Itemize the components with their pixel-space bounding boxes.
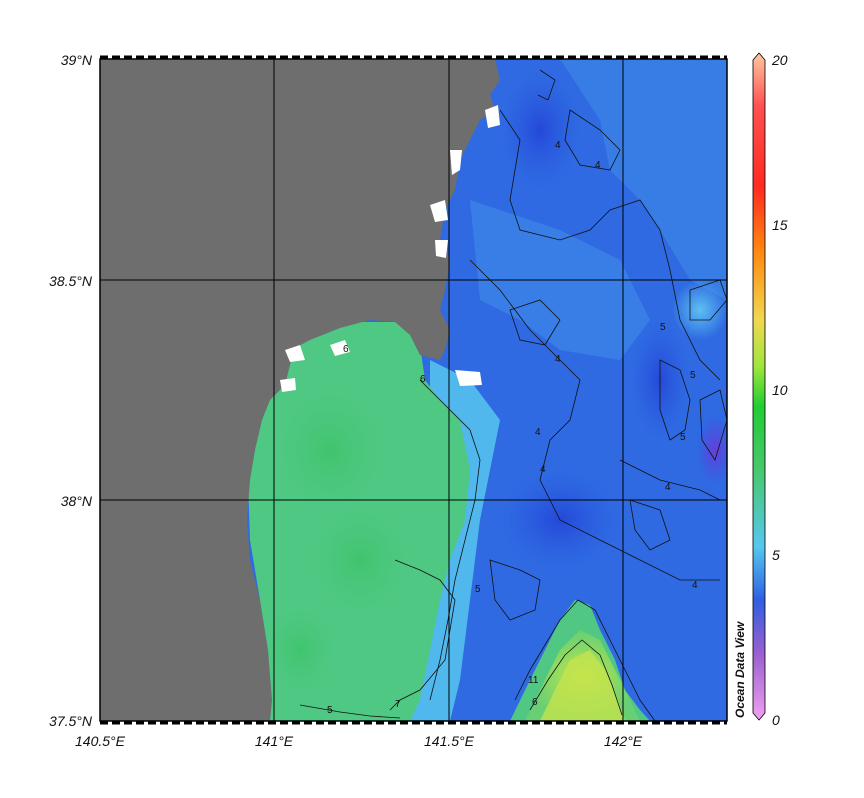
grid-lines xyxy=(100,59,727,721)
contour-labels: 4 4 4 4 4 4 4 5 5 5 5 6 6 6 7 11 5 xyxy=(327,140,698,716)
contour-label: 6 xyxy=(343,344,349,355)
colorbar-gradient xyxy=(752,52,766,721)
lat-label-37-5: 37.5°N xyxy=(49,713,93,729)
contour-label: 4 xyxy=(535,427,541,438)
contour-label: 4 xyxy=(555,140,561,151)
contour-label: 5 xyxy=(327,705,333,716)
lat-label-38-5: 38.5°N xyxy=(49,273,93,289)
contour-label: 4 xyxy=(555,354,561,365)
colorbar-tick-15: 15 xyxy=(772,217,788,233)
colorbar: 20 15 10 5 0 Ocean Data View xyxy=(733,52,788,728)
contour-label: 11 xyxy=(528,675,539,686)
contour-label: 4 xyxy=(665,482,671,493)
frame-ticks xyxy=(100,55,727,725)
contour-label: 4 xyxy=(692,580,698,591)
contour-label: 4 xyxy=(540,464,546,475)
contour-label: 5 xyxy=(475,584,481,595)
contour-label: 7 xyxy=(395,699,401,710)
contour-label: 4 xyxy=(595,160,601,171)
lon-label-141: 141°E xyxy=(255,733,294,749)
lat-label-38: 38°N xyxy=(61,493,93,509)
colorbar-tick-0: 0 xyxy=(772,712,780,728)
contour-label: 5 xyxy=(680,432,686,443)
contour-label: 6 xyxy=(532,697,538,708)
lon-label-140-5: 140.5°E xyxy=(75,733,126,749)
colorbar-tick-20: 20 xyxy=(771,52,788,68)
contour-label: 5 xyxy=(660,322,666,333)
lon-label-142: 142°E xyxy=(604,733,643,749)
land-mass xyxy=(100,59,500,721)
lat-label-39: 39°N xyxy=(61,52,93,68)
lon-label-141-5: 141.5°E xyxy=(424,733,475,749)
map-plot-area: 4 4 4 4 4 4 4 5 5 5 5 6 6 6 7 11 5 xyxy=(100,59,727,721)
map-frame xyxy=(99,58,728,722)
ocean-data-view-watermark: Ocean Data View xyxy=(733,621,747,718)
contour-label: 5 xyxy=(690,370,696,381)
contour-label: 6 xyxy=(420,374,426,385)
contour-lines xyxy=(299,69,727,721)
colorbar-tick-5: 5 xyxy=(772,547,780,563)
colorbar-tick-10: 10 xyxy=(772,382,788,398)
